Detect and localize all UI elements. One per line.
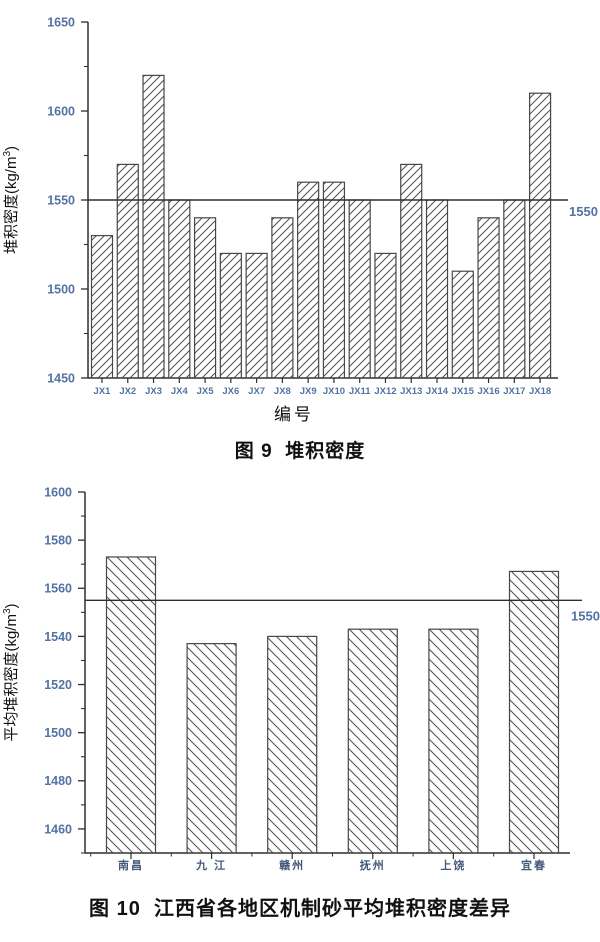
x-tick-label: JX8: [274, 386, 291, 397]
y-tick-label: 1580: [44, 534, 72, 548]
x-tick-label: JX2: [119, 386, 136, 397]
x-tick-label: JX4: [171, 386, 189, 397]
x-tick-label: JX11: [349, 386, 371, 397]
bar-17: [503, 199, 526, 379]
x-axis-title: 编号: [274, 405, 314, 424]
y-tick-label: 1550: [47, 193, 75, 207]
bar-16: [477, 217, 500, 379]
bar-6: [219, 252, 242, 379]
bar-6: [508, 570, 560, 854]
y-axis-title: 堆积密度(kg/m3): [2, 146, 20, 254]
x-tick-label: JX6: [222, 386, 239, 397]
bar-13: [400, 163, 423, 379]
x-tick-label: 抚州: [360, 858, 386, 872]
average-bulk-density-bar-chart: 1460 1480 1500 1520 1540 1560 1580 1600 南昌 九 江 赣州 抚…: [2, 485, 600, 872]
x-tick-label: 南昌: [118, 858, 144, 872]
bar-3: [267, 635, 318, 854]
x-tick-label: JX17: [503, 386, 525, 397]
x-tick-label: JX10: [323, 386, 345, 397]
x-tick-label: 赣州: [279, 858, 305, 872]
x-tick-label: JX7: [248, 386, 265, 397]
x-tick-label: JX12: [374, 386, 396, 397]
bar-12: [374, 252, 397, 379]
y-tick-label: 1500: [44, 726, 72, 740]
y-tick-label: 1480: [44, 774, 72, 788]
x-tick-label: JX1: [94, 386, 112, 397]
y-axis-title: 平均堆积密度(kg/m3): [2, 603, 20, 741]
y-tick-label: 1560: [44, 582, 72, 596]
bar-10: [322, 181, 346, 379]
x-tick-label: JX14: [426, 386, 449, 397]
bar-15: [451, 270, 474, 379]
bar-2: [186, 643, 237, 854]
bar-8: [271, 217, 294, 379]
bar-4: [168, 199, 191, 379]
bar-18: [528, 92, 552, 379]
figure-9: 1450 1500 1550 1600 1650 JX1 JX2 JX3 JX4 JX5 JX6 JX…: [0, 4, 600, 464]
x-tick-label: JX5: [197, 386, 215, 397]
x-tick-label: JX13: [400, 386, 422, 397]
y-tick-label: 1460: [44, 822, 72, 836]
bar-14: [425, 199, 449, 379]
bar-1: [105, 556, 157, 854]
x-tick-label: 上饶: [440, 858, 466, 872]
y-tick-label: 1600: [47, 104, 75, 118]
bar-1: [90, 235, 114, 379]
bar-5: [428, 628, 479, 854]
y-tick-label: 1500: [47, 282, 75, 296]
figure-10: 1460 1480 1500 1520 1540 1560 1580 1600 南昌 九 江 赣州 抚…: [0, 470, 600, 924]
x-tick-label: 宜春: [521, 858, 547, 872]
y-tick-label: 1650: [47, 15, 75, 29]
reference-line-label: 1550: [569, 204, 598, 219]
bar-7: [245, 252, 268, 379]
bar-5: [193, 217, 217, 379]
bulk-density-bar-chart: 1450 1500 1550 1600 1650 JX1 JX2 JX3 JX4 JX5 JX6 JX…: [2, 15, 598, 424]
bar-4: [347, 628, 398, 854]
reference-line-label: 1550: [571, 608, 600, 623]
y-tick-label: 1450: [47, 371, 75, 385]
bar-3: [142, 74, 165, 379]
x-tick-label: JX16: [477, 386, 499, 397]
x-tick-label: JX15: [452, 386, 475, 397]
x-tick-label: 九 江: [195, 858, 227, 872]
figure9-caption: 图 9 堆积密度: [234, 441, 366, 462]
x-tick-label: JX3: [145, 386, 162, 397]
y-tick-label: 1540: [44, 630, 72, 644]
bar-2: [116, 163, 139, 379]
y-tick-label: 1520: [44, 678, 72, 692]
figure10-caption: 图 10 江西省各地区机制砂平均堆积密度差异: [89, 898, 511, 920]
x-tick-label: JX9: [300, 386, 317, 397]
x-tick-label: JX18: [529, 386, 551, 397]
y-tick-label: 1600: [44, 485, 72, 499]
bar-11: [348, 199, 371, 379]
bar-9: [297, 181, 320, 379]
